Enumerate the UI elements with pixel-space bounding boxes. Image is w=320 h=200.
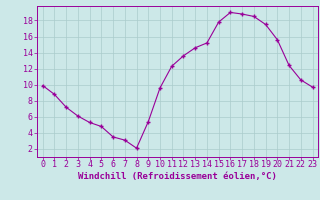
X-axis label: Windchill (Refroidissement éolien,°C): Windchill (Refroidissement éolien,°C) bbox=[78, 172, 277, 181]
